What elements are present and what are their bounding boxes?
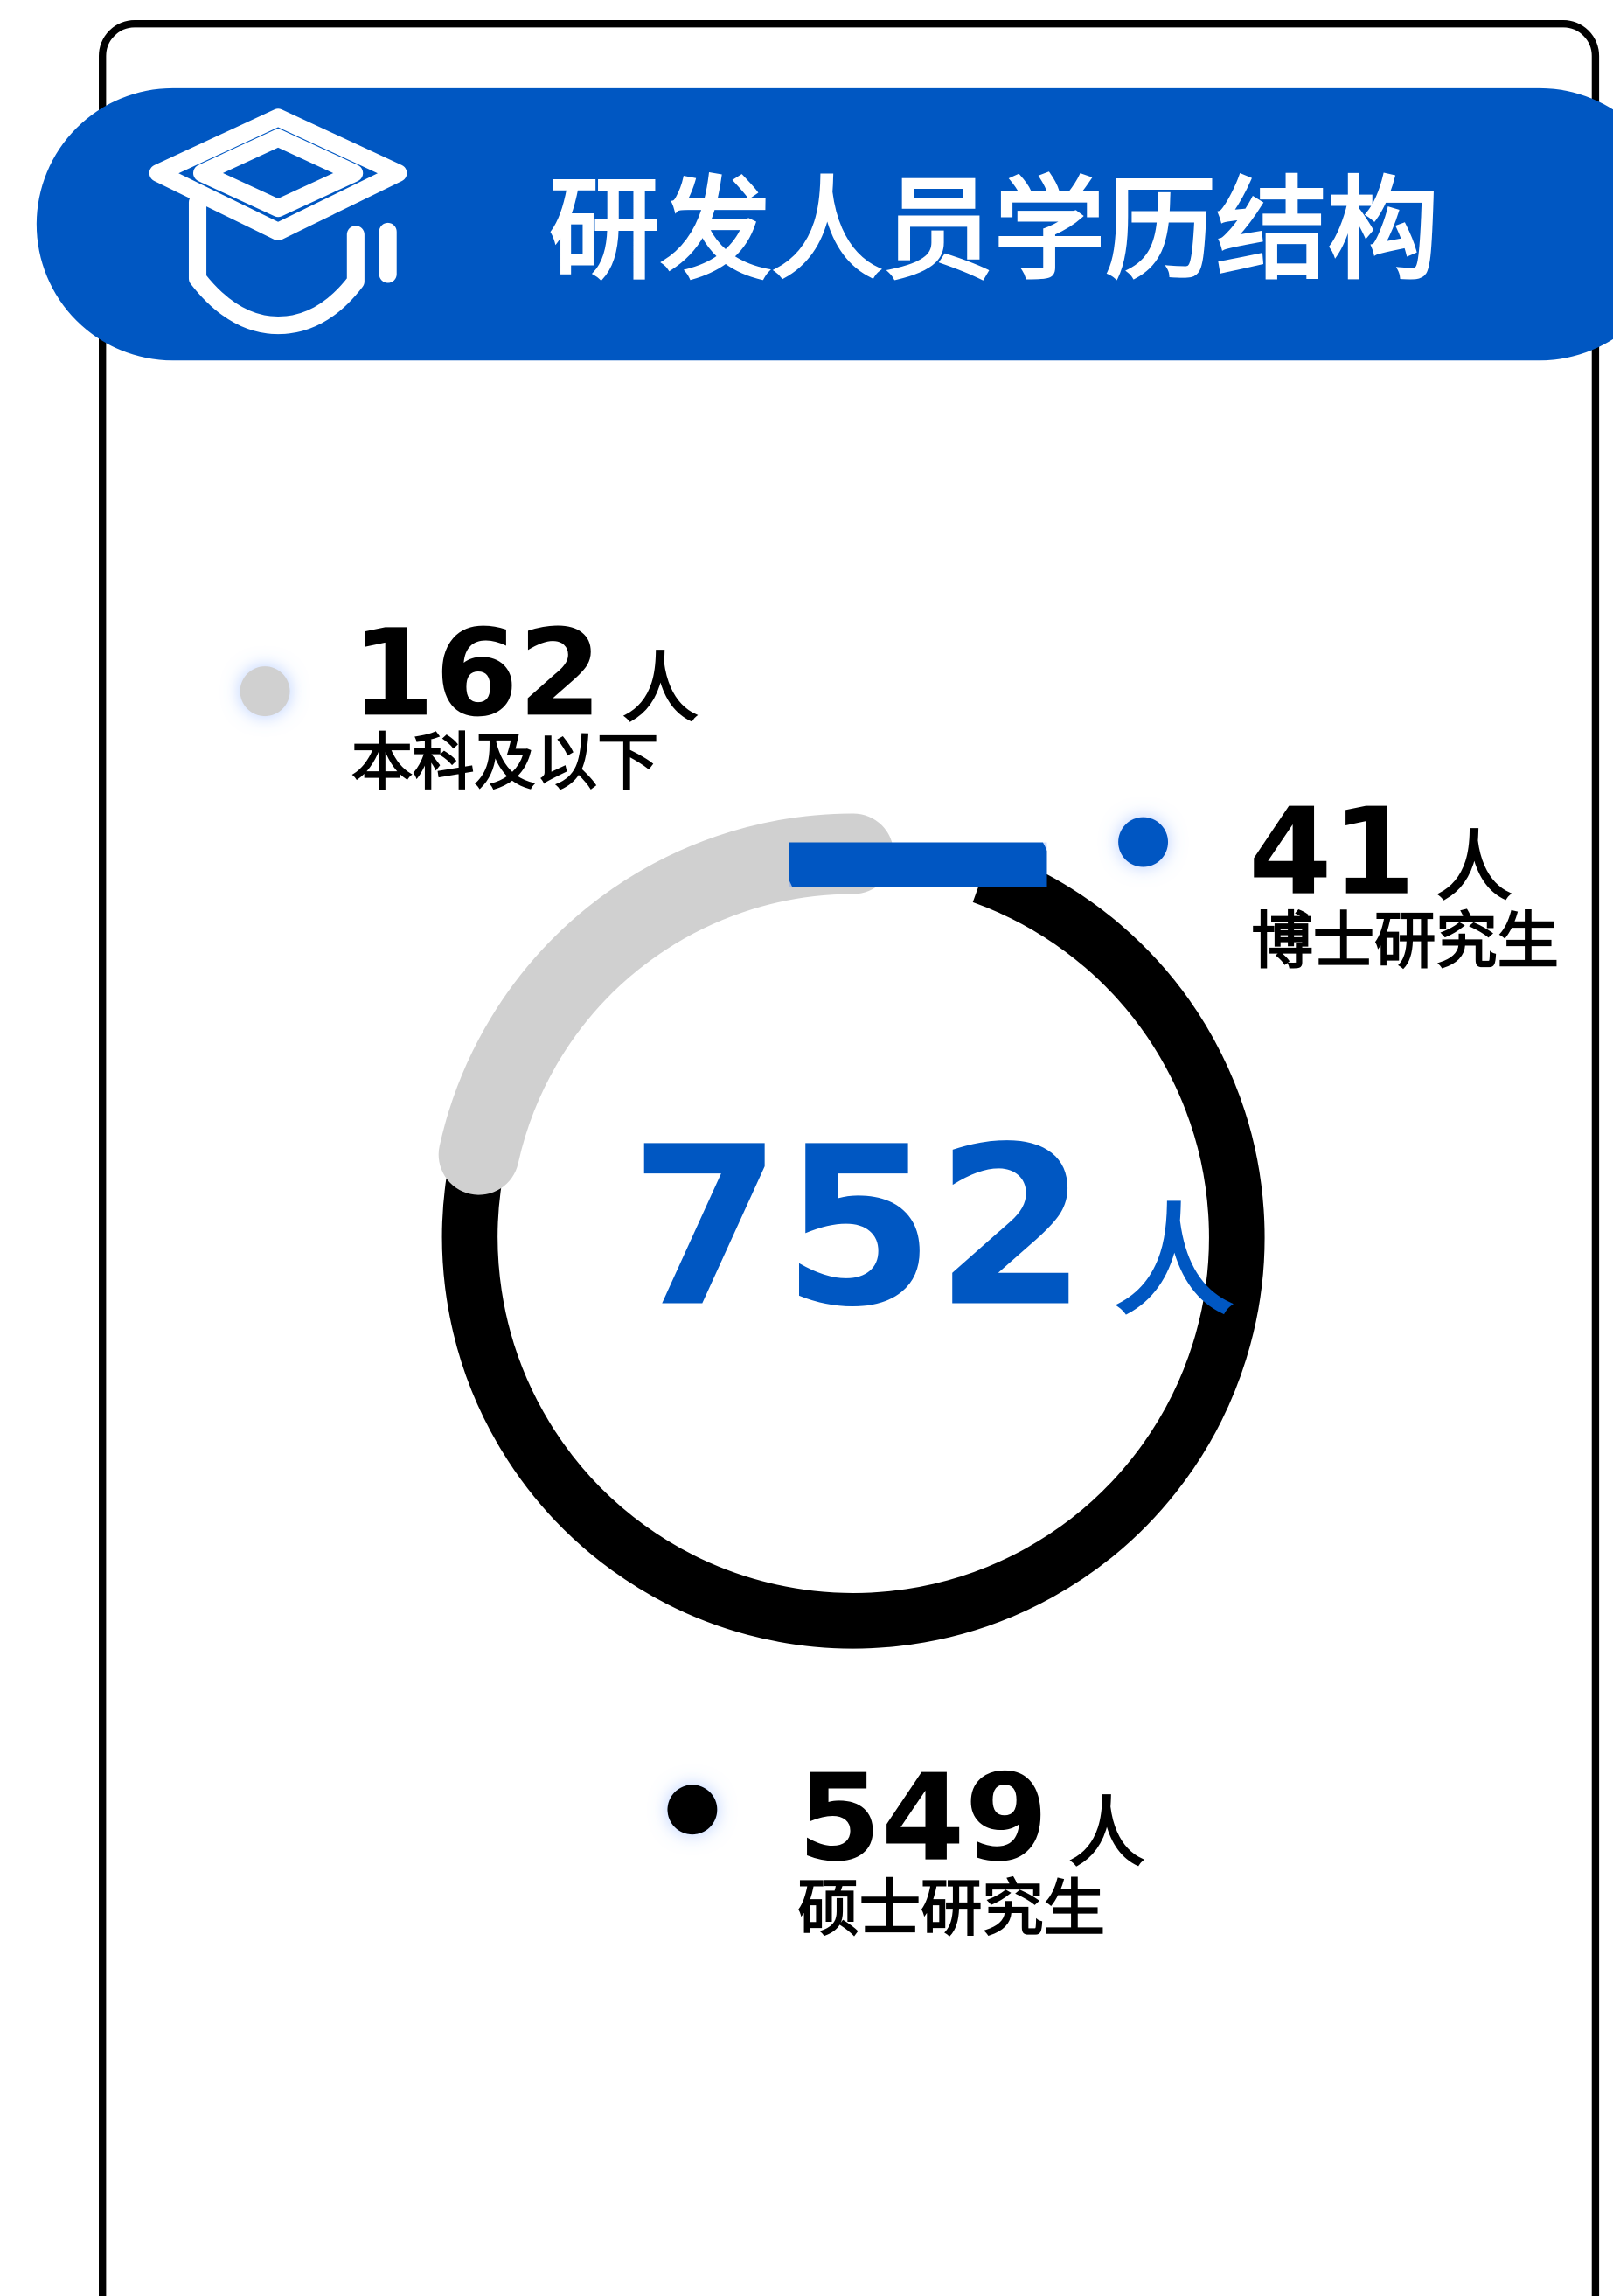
legend-value: 162	[351, 604, 602, 743]
total-unit: 人	[1114, 1193, 1234, 1332]
legend-unit: 人	[1068, 1789, 1144, 1878]
legend-value-group: 549 人	[797, 1750, 1144, 1889]
legend-dot	[667, 1785, 718, 1835]
legend-value-group: 162 人	[351, 604, 699, 743]
legend-dot	[240, 666, 290, 717]
chart-title: 研发人员学历结构	[549, 166, 1439, 296]
donut-segment	[438, 813, 894, 1195]
total-group: 752 人	[629, 1100, 1234, 1355]
total-value: 752	[629, 1100, 1088, 1355]
legend-unit: 人	[1436, 823, 1512, 912]
header-banner	[36, 87, 1613, 361]
legend-value-group: 41 人	[1248, 783, 1512, 922]
legend-label: 本科及以下	[351, 727, 658, 798]
legend-dot	[1118, 817, 1169, 867]
legend-value: 41	[1248, 783, 1415, 922]
legend-value: 549	[797, 1750, 1048, 1889]
donut-segment	[441, 850, 1265, 1649]
donut-segment	[783, 783, 1052, 946]
legend-label: 硕士研究生	[797, 1873, 1104, 1945]
legend-unit: 人	[622, 644, 699, 733]
legend-label: 博士研究生	[1251, 905, 1558, 977]
cap-icon	[149, 108, 407, 335]
card-frame	[99, 20, 1600, 2296]
